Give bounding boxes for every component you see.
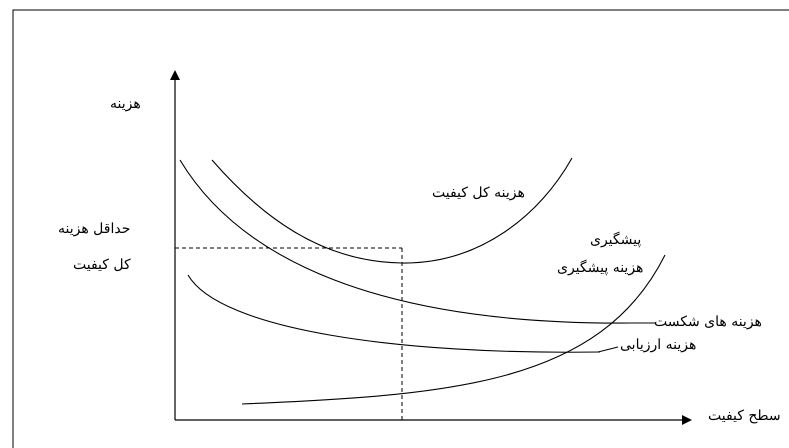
x-axis-label: سطح کیفیت — [708, 408, 781, 424]
appraisal-cost-curve — [187, 274, 601, 353]
failure-cost-label: هزینه های شکست — [654, 314, 762, 330]
total-quality-cost-curve — [211, 157, 573, 264]
min-cost-label-line1: حداقل هزینه — [58, 221, 131, 237]
appraisal-cost-leader — [597, 346, 619, 353]
failure-cost-curve — [179, 159, 631, 324]
prevention-cost-label: هزینه پیشگیری — [557, 260, 644, 276]
total-quality-cost-label: هزینه کل کیفیت — [432, 185, 525, 201]
appraisal-cost-label: هزینه ارزیابی — [620, 337, 697, 353]
y-axis-label: هزینه — [110, 96, 141, 112]
prevention-short-label: پیشگیری — [590, 232, 642, 248]
min-cost-label-line2: کل کیفیت — [73, 257, 131, 273]
prevention-cost-curve — [241, 254, 666, 405]
figure-frame — [12, 9, 789, 448]
